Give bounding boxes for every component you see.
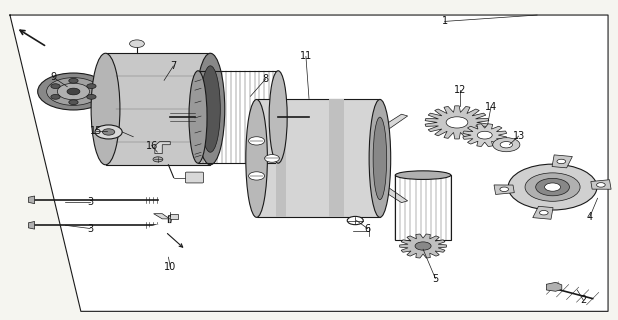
Circle shape [103, 129, 115, 135]
Circle shape [596, 183, 605, 187]
Text: 15: 15 [90, 126, 103, 136]
Polygon shape [425, 106, 489, 139]
Circle shape [69, 78, 78, 83]
Text: 14: 14 [485, 102, 497, 112]
Ellipse shape [369, 100, 391, 217]
Text: 5: 5 [432, 274, 439, 284]
Circle shape [500, 141, 512, 148]
Polygon shape [400, 234, 446, 258]
Ellipse shape [200, 66, 220, 152]
Circle shape [57, 83, 90, 100]
Circle shape [525, 173, 580, 201]
Polygon shape [533, 206, 553, 219]
Text: 8: 8 [263, 74, 269, 84]
Circle shape [248, 172, 265, 180]
Circle shape [130, 40, 145, 48]
Polygon shape [494, 185, 514, 195]
Circle shape [67, 88, 80, 95]
Text: 12: 12 [454, 85, 466, 95]
Circle shape [38, 73, 109, 110]
Circle shape [153, 157, 163, 162]
Ellipse shape [91, 53, 120, 165]
Text: 6: 6 [365, 223, 371, 234]
Polygon shape [106, 53, 210, 165]
Ellipse shape [189, 71, 207, 163]
Circle shape [51, 94, 60, 99]
Circle shape [540, 211, 548, 215]
Circle shape [536, 178, 569, 196]
Circle shape [87, 94, 96, 99]
Circle shape [477, 131, 492, 139]
Polygon shape [383, 187, 408, 203]
Text: 4: 4 [586, 212, 593, 222]
Circle shape [95, 125, 122, 139]
Ellipse shape [373, 117, 387, 200]
Text: 1: 1 [442, 16, 447, 27]
Text: 2: 2 [580, 295, 586, 305]
Polygon shape [170, 214, 178, 219]
Text: 3: 3 [87, 197, 93, 207]
Polygon shape [546, 282, 562, 291]
Polygon shape [329, 100, 344, 217]
Polygon shape [10, 15, 608, 311]
Circle shape [87, 84, 96, 89]
Circle shape [69, 100, 78, 105]
Text: 9: 9 [50, 72, 56, 82]
Text: 11: 11 [300, 52, 312, 61]
Circle shape [508, 164, 597, 210]
Circle shape [415, 242, 431, 250]
Ellipse shape [196, 53, 225, 165]
Text: 3: 3 [87, 223, 93, 234]
Polygon shape [28, 196, 35, 204]
Polygon shape [28, 221, 35, 229]
Circle shape [46, 78, 100, 105]
Text: 7: 7 [170, 61, 177, 71]
Circle shape [248, 137, 265, 145]
Circle shape [557, 159, 565, 164]
Polygon shape [552, 155, 572, 168]
Circle shape [544, 183, 561, 191]
Circle shape [446, 117, 468, 128]
Circle shape [347, 216, 363, 225]
Polygon shape [256, 100, 380, 217]
Circle shape [51, 84, 60, 89]
Ellipse shape [246, 100, 268, 217]
FancyBboxPatch shape [185, 172, 203, 183]
Ellipse shape [396, 171, 451, 180]
Polygon shape [276, 100, 286, 217]
Wedge shape [169, 216, 172, 223]
Text: 13: 13 [512, 131, 525, 141]
Polygon shape [155, 141, 171, 154]
Polygon shape [591, 180, 611, 189]
Text: 16: 16 [146, 141, 158, 151]
Polygon shape [383, 114, 408, 130]
Polygon shape [154, 214, 170, 219]
Text: 10: 10 [164, 262, 176, 272]
Circle shape [265, 155, 279, 162]
Circle shape [493, 138, 520, 152]
Circle shape [143, 223, 194, 250]
Ellipse shape [269, 71, 287, 163]
Circle shape [500, 187, 509, 191]
Polygon shape [463, 124, 507, 147]
